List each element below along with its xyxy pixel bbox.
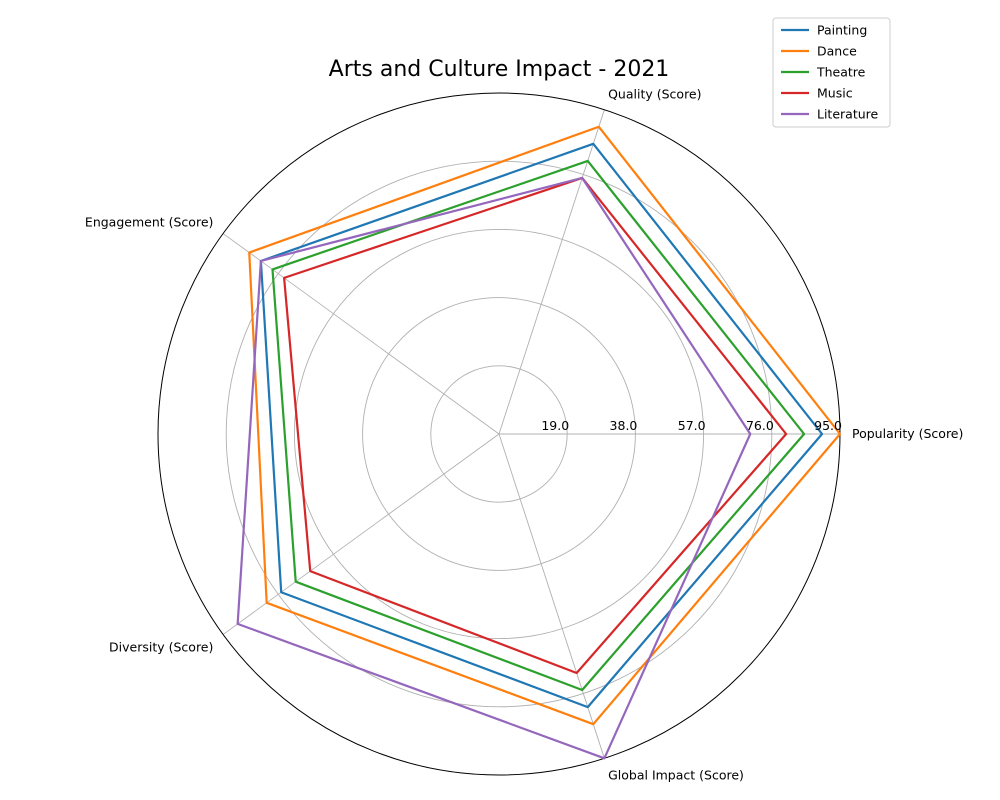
grid-layer (157, 92, 841, 776)
legend-label-literature: Literature (817, 107, 879, 122)
series-theatre (271, 159, 806, 692)
series-painting (259, 142, 824, 709)
axis-label-popularity-score: Popularity (Score) (852, 426, 963, 441)
series-literature (236, 176, 752, 760)
axis-label-quality-score: Quality (Score) (608, 86, 701, 101)
ring-label-1: 19.0 (541, 418, 569, 433)
chart-title: Arts and Culture Impact - 2021 (329, 57, 670, 82)
label-layer: 19.0 38.0 57.0 76.0 95.0 Popularity (Score) Qu… (85, 86, 963, 782)
spoke-global-impact-score (498, 433, 605, 759)
legend-label-theatre: Theatre (816, 65, 866, 80)
legend: Painting Dance Theatre Music Literature (772, 17, 891, 128)
legend-label-music: Music (817, 86, 853, 101)
series-dance (248, 125, 842, 726)
ring-label-5: 95.0 (814, 418, 842, 433)
axis-label-engagement-score: Engagement (Score) (85, 215, 213, 230)
series-layer (236, 125, 842, 760)
ring-label-4: 76.0 (746, 418, 774, 433)
spoke-diversity-score (222, 433, 500, 635)
legend-label-painting: Painting (817, 23, 867, 38)
ring-label-3: 57.0 (678, 418, 706, 433)
spoke-engagement-score (222, 233, 500, 435)
legend-box (772, 17, 891, 128)
axis-label-diversity-score: Diversity (Score) (109, 640, 213, 655)
spoke-quality-score (498, 109, 605, 435)
ring-label-2: 38.0 (610, 418, 638, 433)
axis-label-global-impact-score: Global Impact (Score) (608, 768, 744, 783)
series-music (283, 176, 788, 675)
legend-label-dance: Dance (817, 44, 857, 59)
